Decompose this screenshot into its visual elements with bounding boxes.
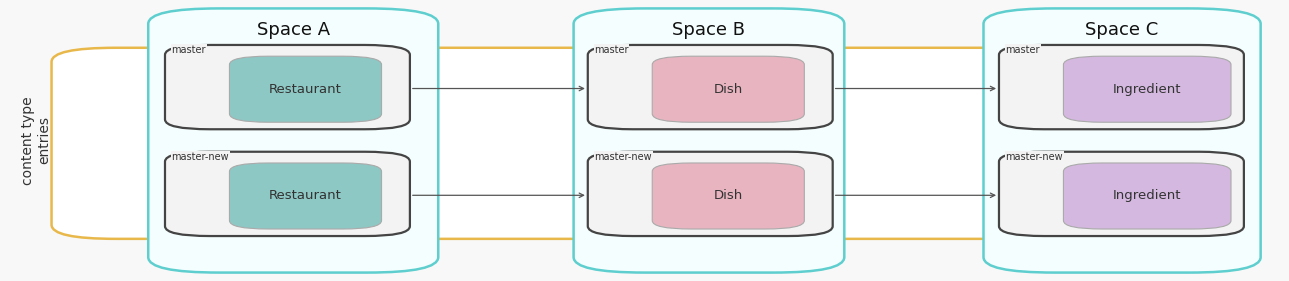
FancyBboxPatch shape — [1063, 56, 1231, 122]
FancyBboxPatch shape — [999, 45, 1244, 129]
Text: Space C: Space C — [1085, 21, 1159, 38]
FancyBboxPatch shape — [1063, 163, 1231, 229]
Text: Space A: Space A — [257, 21, 330, 38]
Text: master: master — [1005, 45, 1040, 55]
FancyBboxPatch shape — [652, 56, 804, 122]
FancyBboxPatch shape — [588, 152, 833, 236]
FancyBboxPatch shape — [229, 163, 382, 229]
Text: master-new: master-new — [1005, 152, 1063, 162]
FancyBboxPatch shape — [652, 163, 804, 229]
Text: Dish: Dish — [714, 189, 742, 203]
Text: Space B: Space B — [673, 21, 745, 38]
FancyBboxPatch shape — [229, 56, 382, 122]
Text: master-new: master-new — [594, 152, 652, 162]
Text: Restaurant: Restaurant — [269, 189, 342, 203]
FancyBboxPatch shape — [165, 45, 410, 129]
Text: master: master — [594, 45, 629, 55]
FancyBboxPatch shape — [52, 48, 1257, 239]
FancyBboxPatch shape — [588, 45, 833, 129]
Text: master-new: master-new — [171, 152, 229, 162]
FancyBboxPatch shape — [999, 152, 1244, 236]
FancyBboxPatch shape — [148, 8, 438, 273]
Text: content type
entries: content type entries — [21, 96, 52, 185]
Text: Ingredient: Ingredient — [1112, 189, 1182, 203]
FancyBboxPatch shape — [574, 8, 844, 273]
FancyBboxPatch shape — [165, 152, 410, 236]
Text: Ingredient: Ingredient — [1112, 83, 1182, 96]
FancyBboxPatch shape — [984, 8, 1261, 273]
Text: master: master — [171, 45, 206, 55]
Text: Restaurant: Restaurant — [269, 83, 342, 96]
Text: Dish: Dish — [714, 83, 742, 96]
